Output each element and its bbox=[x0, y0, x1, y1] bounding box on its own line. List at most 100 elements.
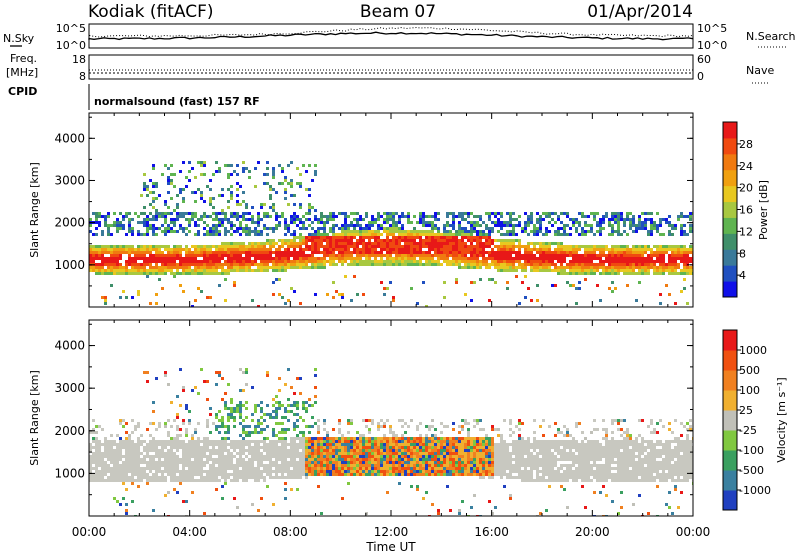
velocity-cell bbox=[101, 455, 104, 458]
power-cell bbox=[371, 215, 374, 218]
power-cell bbox=[647, 269, 650, 272]
power-cell bbox=[686, 215, 689, 218]
power-cell bbox=[611, 245, 614, 248]
power-cell bbox=[593, 266, 596, 269]
velocity-cell bbox=[326, 449, 329, 452]
velocity-cell bbox=[233, 464, 236, 467]
velocity-cell bbox=[275, 407, 278, 410]
power-cell bbox=[290, 287, 293, 290]
power-cell bbox=[269, 197, 272, 200]
power-cell bbox=[488, 242, 491, 245]
velocity-cell bbox=[395, 446, 398, 449]
power-cell bbox=[239, 215, 242, 218]
power-cell bbox=[500, 215, 503, 218]
velocity-cell bbox=[194, 458, 197, 461]
power-cell bbox=[383, 221, 386, 224]
power-cell bbox=[209, 269, 212, 272]
power-cell bbox=[95, 263, 98, 266]
velocity-cell bbox=[260, 455, 263, 458]
power-cell bbox=[356, 242, 359, 245]
power-cell bbox=[350, 245, 353, 248]
power-cell bbox=[614, 218, 617, 221]
velocity-cell bbox=[152, 437, 155, 440]
power-cell bbox=[632, 254, 635, 257]
velocity-cell bbox=[290, 458, 293, 461]
power-cell bbox=[422, 218, 425, 221]
velocity-cell bbox=[245, 371, 248, 374]
power-cell bbox=[152, 206, 155, 209]
power-cell bbox=[329, 263, 332, 266]
power-cell bbox=[629, 224, 632, 227]
power-cell bbox=[227, 263, 230, 266]
velocity-cell bbox=[239, 464, 242, 467]
power-cell bbox=[401, 263, 404, 266]
power-cell bbox=[167, 212, 170, 215]
velocity-cell bbox=[149, 464, 152, 467]
velocity-cell bbox=[95, 461, 98, 464]
power-cell bbox=[638, 215, 641, 218]
power-cell bbox=[182, 188, 185, 191]
power-cell bbox=[599, 218, 602, 221]
velocity-cell bbox=[239, 368, 242, 371]
power-cell bbox=[599, 230, 602, 233]
power-cell bbox=[338, 233, 341, 236]
power-cell bbox=[629, 221, 632, 224]
power-cell bbox=[503, 254, 506, 257]
velocity-cell bbox=[269, 440, 272, 443]
power-cell bbox=[341, 257, 344, 260]
power-cell bbox=[599, 272, 602, 275]
power-cell bbox=[263, 269, 266, 272]
power-cell bbox=[176, 257, 179, 260]
power-cell bbox=[92, 248, 95, 251]
velocity-cell bbox=[206, 419, 209, 422]
velocity-cell bbox=[194, 443, 197, 446]
velocity-cell bbox=[344, 446, 347, 449]
power-cell bbox=[164, 221, 167, 224]
power-cell bbox=[374, 230, 377, 233]
power-cell bbox=[614, 215, 617, 218]
velocity-cell bbox=[371, 473, 374, 476]
power-cell bbox=[278, 164, 281, 167]
power-cell bbox=[185, 263, 188, 266]
power-cell bbox=[290, 218, 293, 221]
power-cell bbox=[194, 191, 197, 194]
velocity-cell bbox=[95, 437, 98, 440]
velocity-cell bbox=[227, 443, 230, 446]
velocity-cell bbox=[143, 440, 146, 443]
power-cell bbox=[236, 260, 239, 263]
power-cell bbox=[275, 224, 278, 227]
power-cell bbox=[335, 290, 338, 293]
power-cell bbox=[209, 251, 212, 254]
power-cell bbox=[422, 221, 425, 224]
velocity-cell bbox=[347, 467, 350, 470]
velocity-cell bbox=[218, 371, 221, 374]
power-cell bbox=[434, 212, 437, 215]
power-cell bbox=[512, 263, 515, 266]
velocity-cell bbox=[224, 476, 227, 479]
power-cell bbox=[659, 272, 662, 275]
velocity-cell bbox=[221, 455, 224, 458]
power-cell bbox=[155, 269, 158, 272]
velocity-cell bbox=[173, 467, 176, 470]
power-cell bbox=[149, 227, 152, 230]
velocity-cell bbox=[347, 455, 350, 458]
velocity-cell bbox=[398, 461, 401, 464]
velocity-cell bbox=[326, 464, 329, 467]
power-cell bbox=[641, 269, 644, 272]
power-cell bbox=[563, 272, 566, 275]
power-cell bbox=[533, 266, 536, 269]
power-cell bbox=[527, 242, 530, 245]
power-cell bbox=[128, 221, 131, 224]
power-cell bbox=[371, 218, 374, 221]
velocity-cell bbox=[197, 422, 200, 425]
power-cell bbox=[146, 257, 149, 260]
power-cell bbox=[110, 233, 113, 236]
power-cell bbox=[212, 245, 215, 248]
velocity-cell bbox=[254, 473, 257, 476]
power-cell bbox=[197, 224, 200, 227]
velocity-cell bbox=[299, 377, 302, 380]
velocity-cell bbox=[263, 470, 266, 473]
power-cell bbox=[608, 233, 611, 236]
power-cell bbox=[95, 227, 98, 230]
velocity-cell bbox=[227, 407, 230, 410]
